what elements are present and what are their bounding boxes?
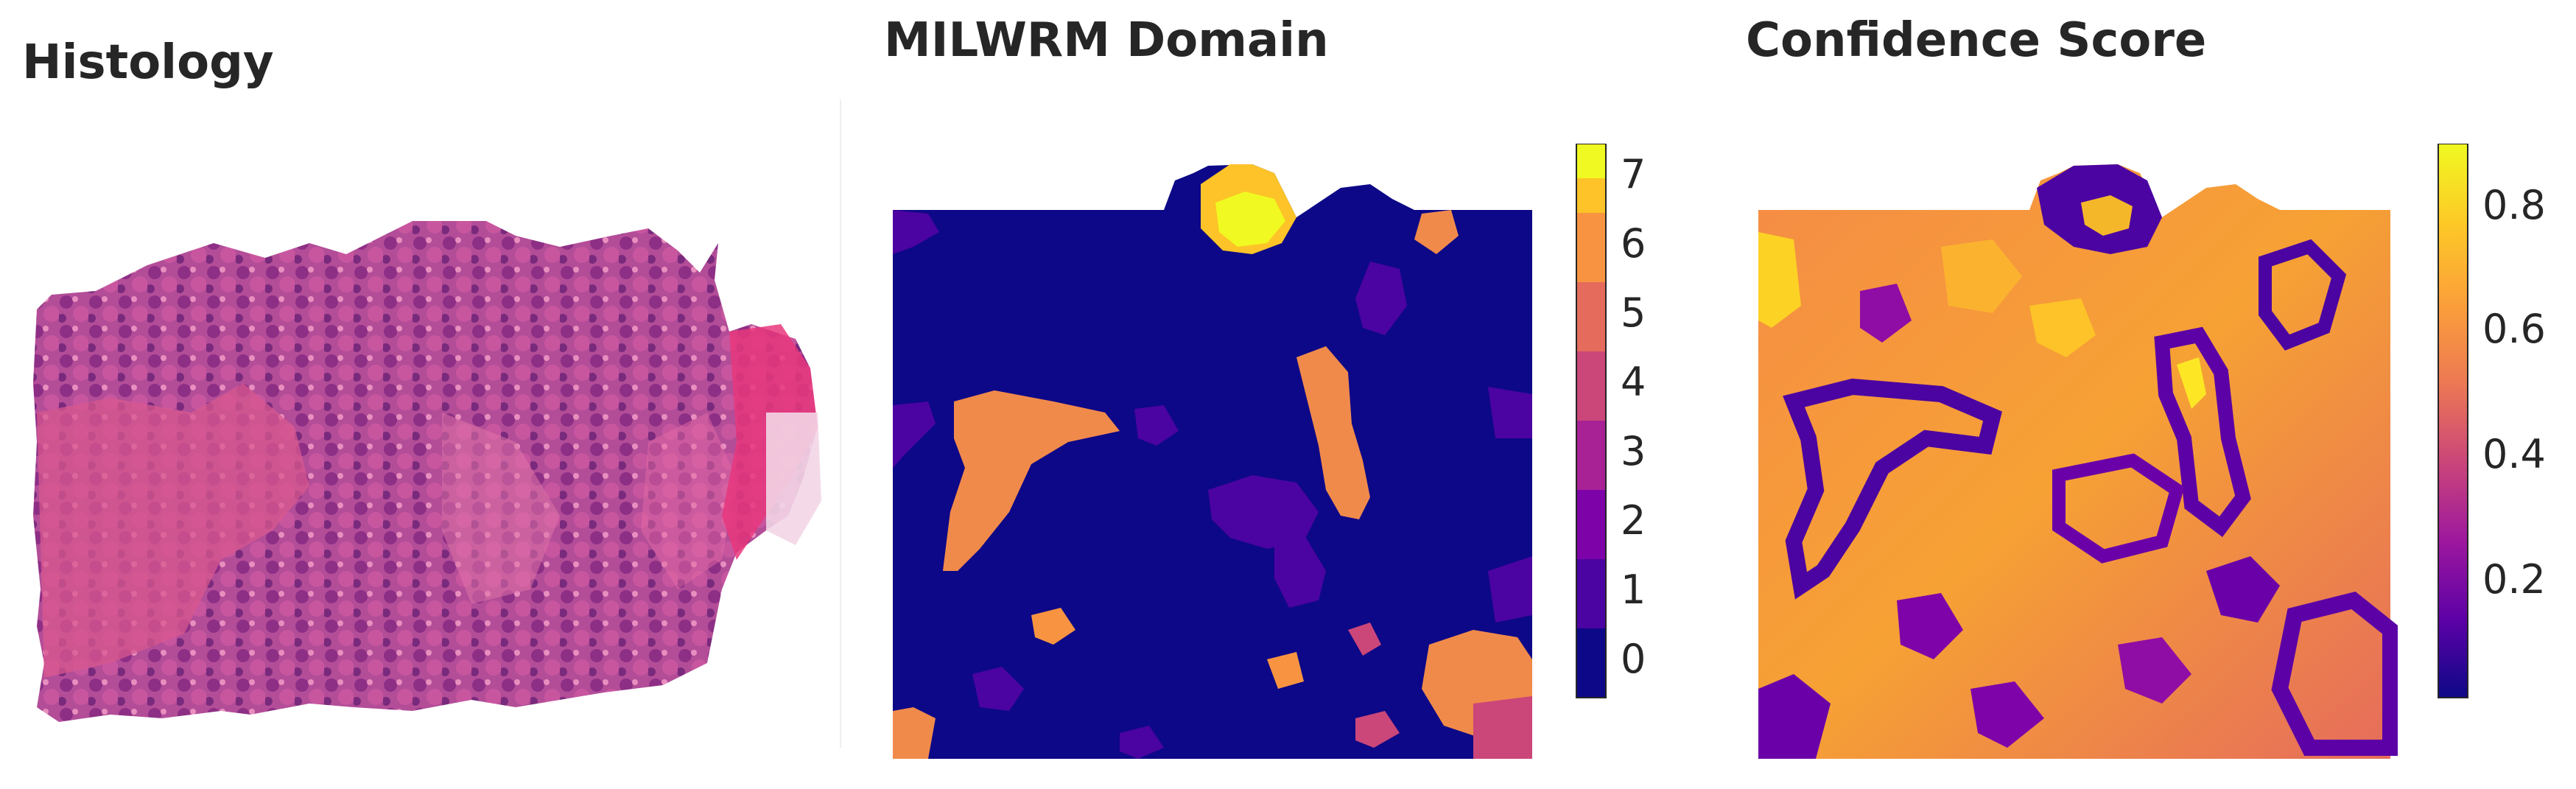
histology-title: Histology xyxy=(22,35,274,90)
domain-tick-6: 6 xyxy=(1621,220,1646,267)
domain-tick-7: 7 xyxy=(1621,151,1646,197)
confidence-map xyxy=(1758,164,2398,759)
confidence-tick-0.6: 0.6 xyxy=(2482,306,2546,352)
domain-title: MILWRM Domain xyxy=(884,13,1329,68)
confidence-title: Confidence Score xyxy=(1746,13,2207,68)
histology-image xyxy=(33,221,821,722)
confidence-colorbar-gradient xyxy=(2438,144,2468,698)
domain-tick-2: 2 xyxy=(1621,497,1646,544)
panel-divider xyxy=(840,99,841,748)
domain-tick-4: 4 xyxy=(1621,359,1646,405)
confidence-colorbar: 0.8 0.6 0.4 0.2 xyxy=(2438,144,2546,698)
domain-tick-0: 0 xyxy=(1621,636,1646,682)
domain-colorbar-bands xyxy=(1576,144,1606,698)
confidence-tick-0.8: 0.8 xyxy=(2482,182,2546,228)
confidence-tick-0.2: 0.2 xyxy=(2482,556,2546,603)
confidence-tick-0.4: 0.4 xyxy=(2482,431,2546,477)
domain-colorbar: 7 6 5 4 3 2 1 0 xyxy=(1576,144,1646,698)
domain-tick-5: 5 xyxy=(1621,290,1646,336)
domain-tick-1: 1 xyxy=(1621,567,1646,613)
domain-tick-3: 3 xyxy=(1621,428,1646,474)
domain-map xyxy=(893,164,1532,759)
